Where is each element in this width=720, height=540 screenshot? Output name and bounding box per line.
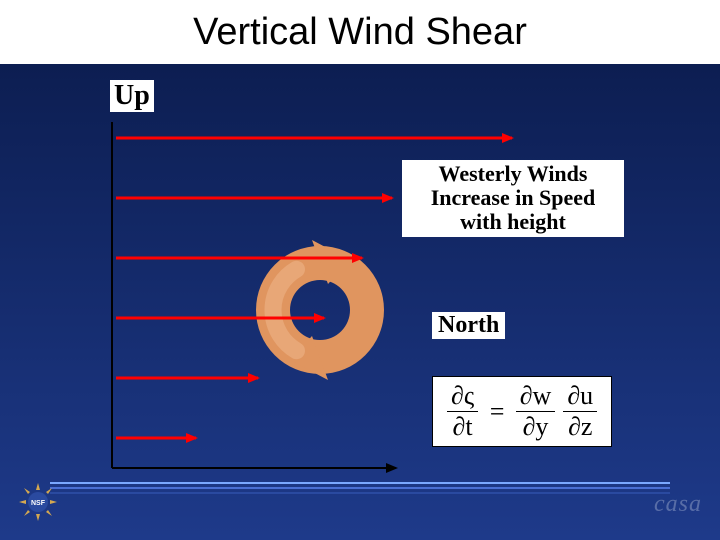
rhs2-den: ∂z (564, 412, 596, 442)
footer-decor-lines (50, 479, 670, 494)
casa-logo: casa (654, 491, 702, 518)
north-label: North (432, 312, 505, 339)
desc-line: Increase in Speed (408, 186, 618, 210)
title-text: Vertical Wind Shear (193, 11, 527, 53)
slide: Vertical Wind Shear Up Westerly WindsInc… (0, 0, 720, 540)
rhs2-num: ∂u (563, 381, 597, 412)
rhs1-den: ∂y (519, 412, 553, 442)
lhs-fraction: ∂ς ∂t (447, 381, 478, 442)
rhs2-fraction: ∂u ∂z (563, 381, 597, 442)
lhs-num: ∂ς (447, 381, 478, 412)
slide-title: Vertical Wind Shear (0, 0, 720, 64)
up-axis-label: Up (110, 80, 154, 112)
rhs1-num: ∂w (516, 381, 556, 412)
casa-text: casa (654, 491, 702, 517)
rhs1-fraction: ∂w ∂y (516, 381, 556, 442)
formula-box: ∂ς ∂t = ∂w ∂y ∂u ∂z (432, 376, 612, 447)
desc-line: Westerly Winds (408, 162, 618, 186)
up-text: Up (114, 80, 150, 111)
diagram-svg (0, 0, 720, 540)
nsf-logo-icon: NSF (18, 482, 58, 522)
desc-line: with height (408, 210, 618, 234)
equals-sign: = (488, 397, 506, 427)
north-text: North (438, 312, 499, 338)
svg-text:NSF: NSF (31, 500, 46, 507)
lhs-den: ∂t (449, 412, 477, 442)
description-box: Westerly WindsIncrease in Speedwith heig… (402, 160, 624, 237)
